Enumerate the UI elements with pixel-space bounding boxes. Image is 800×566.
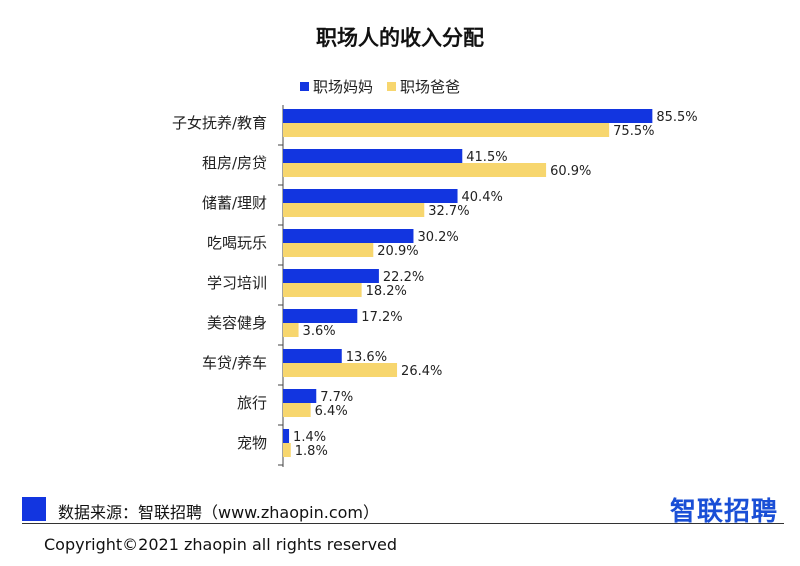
legend: 职场妈妈 职场爸爸 xyxy=(300,76,474,96)
bar-dad xyxy=(283,363,398,377)
data-label-dad: 6.4% xyxy=(315,404,348,419)
bar-mom xyxy=(283,109,653,123)
category-label: 车贷/养车 xyxy=(202,354,267,372)
legend-label-mom: 职场妈妈 xyxy=(313,77,374,96)
bar-mom xyxy=(283,309,358,323)
data-label-dad: 1.8% xyxy=(295,444,328,459)
data-label-mom: 22.2% xyxy=(383,270,424,285)
bar-dad xyxy=(283,203,425,217)
legend-label-dad: 职场爸爸 xyxy=(400,77,461,96)
copyright-text: Copyright©2021 zhaopin all rights reserv… xyxy=(44,535,398,554)
data-label-dad: 75.5% xyxy=(613,124,654,139)
bar-mom xyxy=(283,269,379,283)
chart-title: 职场人的收入分配 xyxy=(316,26,484,50)
bar-dad xyxy=(283,163,547,177)
data-label-dad: 32.7% xyxy=(428,204,469,219)
legend-swatch-mom xyxy=(300,81,309,91)
category-label: 学习培训 xyxy=(207,274,267,292)
bar-dad xyxy=(283,443,291,457)
source-text: 数据来源：智联招聘（www.zhaopin.com） xyxy=(58,503,380,522)
category-label: 子女抚养/教育 xyxy=(172,114,267,132)
data-label-mom: 17.2% xyxy=(361,310,402,325)
data-label-dad: 20.9% xyxy=(377,244,418,259)
legend-item-dad: 职场爸爸 xyxy=(387,76,460,97)
data-label-dad: 3.6% xyxy=(303,324,336,339)
bar-mom xyxy=(283,429,290,443)
category-label: 储蓄/理财 xyxy=(202,194,267,212)
category-label: 吃喝玩乐 xyxy=(207,234,267,252)
data-label-mom: 1.4% xyxy=(293,430,326,445)
category-label: 旅行 xyxy=(237,394,267,412)
bar-dad xyxy=(283,403,311,417)
legend-swatch-dad xyxy=(387,81,397,91)
bar-chart: 子女抚养/教育 85.5%75.5% 租房/房贷 41.5% 60.9% 储蓄/理财 40.… xyxy=(172,105,698,467)
data-label-dad: 18.2% xyxy=(366,284,407,299)
brand-logo: 智联招聘 xyxy=(669,497,778,527)
source-bar: 数据来源：智联招聘（www.zhaopin.com） 智联招聘 xyxy=(22,497,784,527)
bar-mom xyxy=(283,229,414,243)
data-label-mom: 40.4% xyxy=(462,190,503,205)
data-label-mom: 30.2% xyxy=(417,230,458,245)
data-label-mom: 7.7% xyxy=(320,390,353,405)
category-label: 宠物 xyxy=(237,434,267,452)
bar-dad xyxy=(283,323,299,337)
data-label-mom: 85.5% xyxy=(656,110,697,125)
category-label: 租房/房贷 xyxy=(202,154,267,172)
data-label-dad: 26.4% xyxy=(401,364,442,379)
bar-mom xyxy=(283,349,342,363)
bar-mom xyxy=(283,149,463,163)
source-marker-square xyxy=(22,497,46,521)
data-label-mom: 13.6% xyxy=(346,350,387,365)
bar-dad xyxy=(283,123,610,137)
data-label-mom: 41.5% xyxy=(466,150,507,165)
bar-mom xyxy=(283,189,458,203)
data-label-dad: 60.9% xyxy=(550,164,591,179)
bar-mom xyxy=(283,389,317,403)
bar-dad xyxy=(283,283,362,297)
legend-item-mom: 职场妈妈 xyxy=(300,76,373,97)
category-label: 美容健身 xyxy=(207,314,267,332)
bar-dad xyxy=(283,243,374,257)
